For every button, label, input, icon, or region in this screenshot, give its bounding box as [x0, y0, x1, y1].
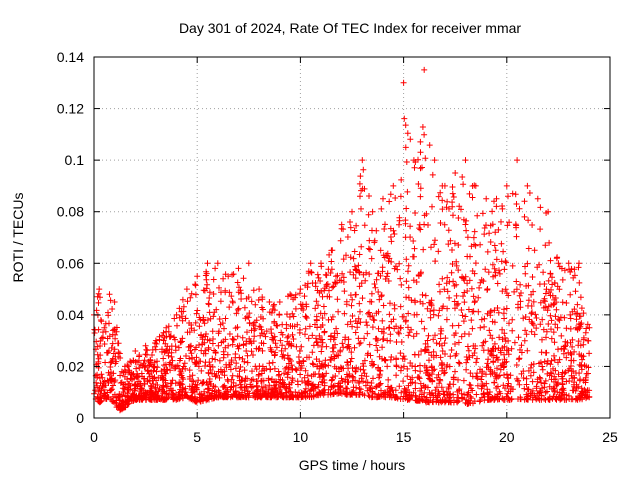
y-tick-label: 0.08	[57, 204, 84, 220]
y-tick-label: 0.02	[57, 358, 84, 374]
chart-title: Day 301 of 2024, Rate Of TEC Index for r…	[179, 20, 521, 36]
x-tick-label: 25	[602, 429, 618, 445]
x-tick-label: 5	[193, 429, 201, 445]
x-tick-label: 0	[90, 429, 98, 445]
y-tick-label: 0.1	[65, 152, 85, 168]
y-axis-label: ROTI / TECUs	[10, 193, 26, 283]
data-points	[91, 66, 593, 414]
roti-points	[91, 66, 593, 414]
y-tick-label: 0.06	[57, 255, 84, 271]
plot-frame	[93, 56, 611, 419]
y-axis-ticks: 0 0.02 0.04 0.06 0.08 0.1 0.12 0.14	[57, 49, 610, 426]
x-tick-label: 10	[293, 429, 309, 445]
y-tick-label: 0.14	[57, 49, 84, 65]
x-tick-label: 20	[499, 429, 515, 445]
x-tick-label: 15	[396, 429, 412, 445]
y-tick-label: 0.12	[57, 101, 84, 117]
x-axis-ticks: 0 5 10 15 20 25	[90, 57, 618, 445]
y-tick-label: 0	[76, 410, 84, 426]
y-tick-label: 0.04	[57, 307, 84, 323]
x-axis-label: GPS time / hours	[299, 457, 406, 473]
